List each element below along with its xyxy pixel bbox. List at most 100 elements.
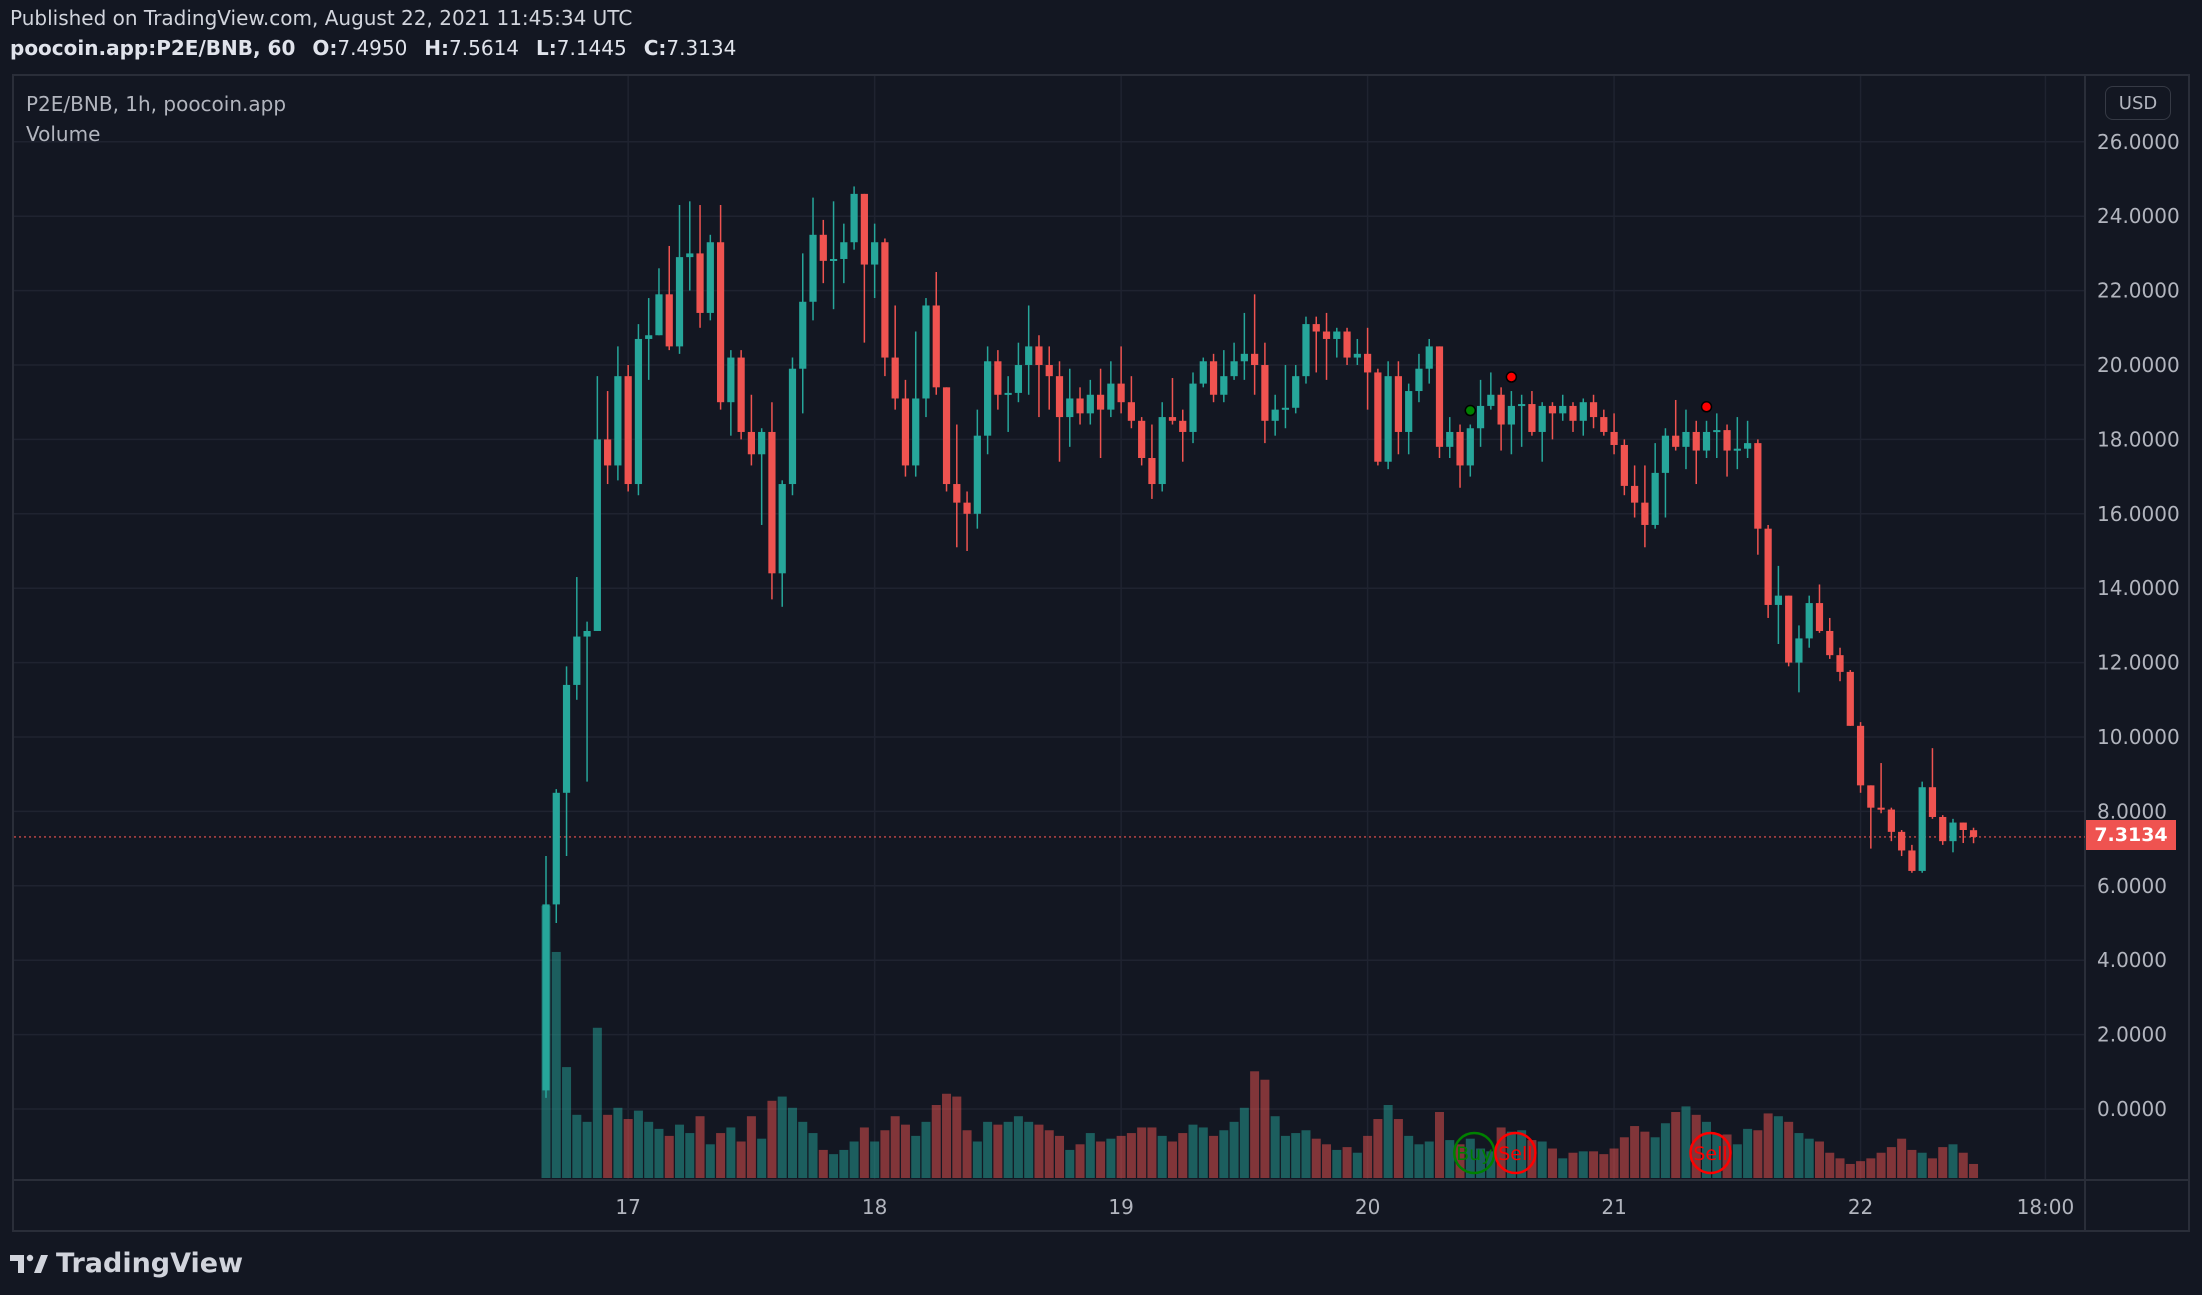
- currency-button[interactable]: USD: [2105, 86, 2171, 120]
- volume-bar: [1681, 1106, 1691, 1178]
- time-axis-label: 21: [1601, 1195, 1626, 1219]
- candle-body: [1138, 420, 1146, 458]
- volume-bar: [1876, 1152, 1886, 1178]
- candle-body: [562, 684, 571, 793]
- candle-body: [850, 193, 858, 243]
- volume-bar: [787, 1107, 797, 1178]
- candle-body: [1343, 331, 1351, 358]
- candle-body: [1856, 725, 1865, 786]
- candle-body: [593, 439, 601, 631]
- volume-bar: [675, 1124, 685, 1178]
- series-legend[interactable]: P2E/BNB, 1h, poocoin.app: [26, 92, 287, 116]
- time-axis-label: 18: [862, 1195, 887, 1219]
- candle-body: [1579, 402, 1587, 421]
- time-axis-label: 22: [1848, 1195, 1873, 1219]
- volume-bar: [1589, 1151, 1599, 1178]
- sell-signal-label: Sell: [1693, 1143, 1727, 1165]
- symbol-ohlc-line: poocoin.app:P2E/BNB, 60 O:7.4950 H:7.561…: [10, 36, 736, 60]
- candle-body: [1014, 365, 1023, 393]
- low-value: 7.1445: [556, 36, 627, 60]
- volume-bar: [1517, 1130, 1527, 1178]
- volume-bar: [777, 1096, 787, 1178]
- candle-body: [1795, 638, 1803, 663]
- volume-bar: [592, 1027, 602, 1178]
- candle-body: [932, 305, 940, 388]
- candle-body: [675, 257, 684, 347]
- candle-body: [901, 398, 910, 466]
- volume-bar: [880, 1130, 890, 1178]
- volume-bar: [1794, 1133, 1804, 1178]
- tradingview-logo[interactable]: TradingView: [10, 1248, 243, 1279]
- volume-bar: [1219, 1130, 1229, 1178]
- volume-bar: [921, 1121, 931, 1178]
- candle-body: [686, 253, 694, 258]
- price-axis-label: 4.0000: [2097, 948, 2167, 972]
- candle-body: [1826, 630, 1834, 656]
- high-value: 7.5614: [449, 36, 520, 60]
- low-label: L:: [536, 36, 557, 60]
- volume-bar: [1311, 1138, 1321, 1178]
- volume-bar: [1332, 1149, 1342, 1178]
- volume-legend[interactable]: Volume: [26, 122, 101, 146]
- candle-body: [655, 294, 663, 336]
- candle-body: [1025, 346, 1033, 365]
- open-value: 7.4950: [337, 36, 408, 60]
- volume-bar: [562, 1067, 572, 1178]
- candle-body: [1251, 353, 1259, 365]
- sell-signal-label: Sell: [1498, 1143, 1532, 1165]
- candle-body: [1199, 361, 1207, 384]
- price-axis-label: 2.0000: [2097, 1023, 2167, 1047]
- volume-bar: [1917, 1152, 1927, 1178]
- candle-body: [1209, 361, 1218, 395]
- candle-body: [1312, 324, 1320, 332]
- price-axis-label: 14.0000: [2097, 576, 2180, 600]
- candle-body: [881, 242, 889, 358]
- published-info: Published on TradingView.com, August 22,…: [10, 6, 633, 30]
- candle-body: [871, 242, 879, 265]
- volume-bar: [1085, 1133, 1095, 1178]
- volume-bar: [1547, 1148, 1557, 1178]
- volume-bar: [870, 1141, 880, 1178]
- candle-body: [727, 357, 735, 403]
- volume-bar: [1404, 1135, 1414, 1178]
- candle-body: [1240, 353, 1248, 362]
- candle-body: [1867, 785, 1875, 808]
- close-label: C:: [643, 36, 667, 60]
- candle-body: [552, 792, 560, 905]
- volume-bar: [1024, 1121, 1034, 1178]
- volume-bar: [1455, 1144, 1465, 1178]
- volume-bar: [1712, 1134, 1722, 1178]
- candle-body: [1148, 458, 1156, 485]
- candle-body: [1702, 431, 1711, 451]
- candle-body: [1641, 502, 1649, 525]
- candle-body: [1518, 404, 1526, 407]
- price-axis-label: 26.0000: [2097, 130, 2180, 154]
- volume-bar: [839, 1149, 849, 1178]
- volume-bar: [1763, 1113, 1773, 1178]
- volume-bar: [1393, 1119, 1403, 1178]
- volume-bar: [1363, 1135, 1373, 1178]
- candle-body: [614, 376, 622, 466]
- volume-bar: [736, 1141, 746, 1178]
- volume-bar: [1630, 1126, 1640, 1178]
- volume-bar: [1845, 1163, 1855, 1178]
- candle-body: [1086, 394, 1094, 414]
- volume-bar: [1250, 1071, 1260, 1178]
- volume-bar: [1178, 1133, 1188, 1178]
- candle-body: [1754, 443, 1762, 529]
- volume-bar: [1958, 1152, 1968, 1178]
- candle-body: [1230, 361, 1238, 377]
- volume-bar: [1568, 1152, 1578, 1178]
- candle-body: [1107, 383, 1115, 410]
- close-value: 7.3134: [666, 36, 737, 60]
- candle-body: [1631, 485, 1639, 503]
- candle-body: [799, 301, 807, 369]
- candle-body: [860, 193, 868, 265]
- candle-body: [583, 630, 591, 637]
- candle-body: [778, 484, 786, 574]
- candle-body: [1569, 405, 1577, 421]
- candle-body: [1066, 398, 1074, 418]
- candle-body: [1723, 430, 1731, 451]
- volume-bar: [1927, 1158, 1937, 1178]
